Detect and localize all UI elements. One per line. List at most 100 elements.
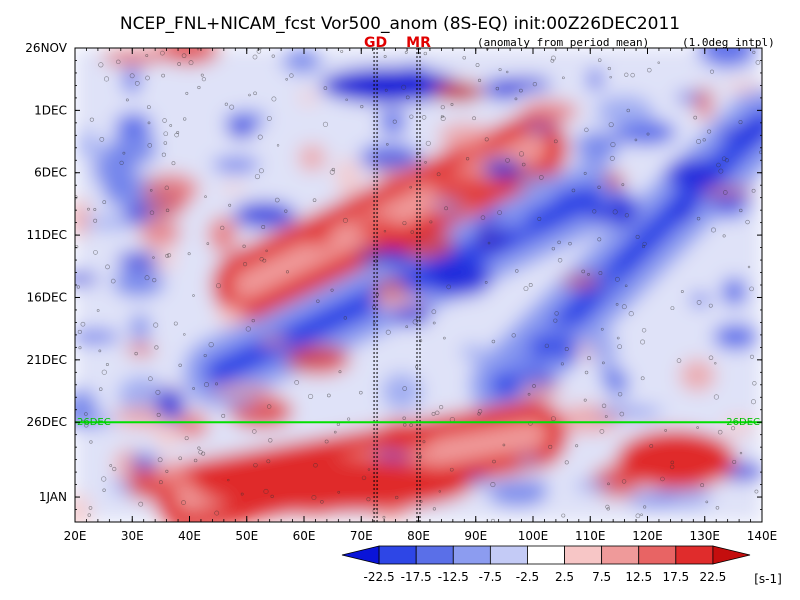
contour-speck xyxy=(718,168,724,174)
reference-lines: GD MR xyxy=(364,35,431,522)
field-patch xyxy=(483,78,525,100)
contour-speck xyxy=(383,229,387,233)
y-tick-label: 1JAN xyxy=(39,490,67,504)
contour-speck xyxy=(227,478,230,482)
field-patch xyxy=(427,260,493,298)
contour-speck xyxy=(153,322,159,328)
contour-speck xyxy=(640,376,645,381)
contour-speck xyxy=(221,413,226,418)
x-tick-label: 20E xyxy=(64,529,87,543)
contour-speck xyxy=(477,412,481,416)
contour-speck xyxy=(271,54,275,58)
contour-speck xyxy=(438,404,444,410)
x-tick-label: 120E xyxy=(632,529,663,543)
contour-speck xyxy=(330,288,334,292)
contour-speck xyxy=(331,167,335,172)
colorbar-tick-label: 2.5 xyxy=(555,570,574,584)
colorbar-swatch xyxy=(341,545,380,565)
field-patch xyxy=(679,359,716,392)
contour-speck xyxy=(425,140,431,146)
field-patch xyxy=(75,141,113,157)
field-patch xyxy=(713,323,759,350)
contour-speck xyxy=(256,49,262,54)
contour-speck xyxy=(759,150,762,155)
field-patch xyxy=(484,216,532,231)
field-patch xyxy=(359,143,422,171)
contour-speck xyxy=(84,412,88,416)
contour-speck xyxy=(224,102,228,106)
contour-speck xyxy=(98,387,103,391)
field-patch xyxy=(616,429,737,490)
field-patch xyxy=(232,201,297,229)
colorbar-swatch xyxy=(638,545,677,565)
contour-speck xyxy=(528,283,533,287)
contour-speck xyxy=(197,85,201,90)
contour-speck xyxy=(184,436,189,441)
contour-speck xyxy=(93,208,97,211)
contour-speck xyxy=(571,188,576,193)
contour-speck xyxy=(308,393,314,399)
contour-speck xyxy=(696,426,699,429)
contour-speck xyxy=(550,58,555,63)
contour-speck xyxy=(702,138,706,142)
contour-speck xyxy=(601,403,607,408)
contour-speck xyxy=(192,294,195,297)
contour-speck xyxy=(624,72,629,77)
contour-speck xyxy=(93,218,98,223)
contour-speck xyxy=(745,219,750,225)
contour-speck xyxy=(263,488,269,495)
contour-speck xyxy=(610,141,616,148)
contour-speck xyxy=(313,463,318,468)
contour-speck xyxy=(109,464,113,467)
contour-speck xyxy=(382,515,386,519)
field-patch xyxy=(604,172,626,189)
contour-speck xyxy=(110,278,116,284)
contour-speck xyxy=(259,257,264,262)
contour-speck xyxy=(696,300,702,305)
contour-speck xyxy=(169,124,173,127)
contour-speck xyxy=(216,283,222,289)
x-tick-label: 70E xyxy=(350,529,373,543)
contour-speck xyxy=(560,362,564,366)
contour-speck xyxy=(284,209,288,213)
contour-speck xyxy=(253,462,258,468)
contour-speck xyxy=(327,393,331,398)
contour-speck xyxy=(532,81,538,87)
field-patch xyxy=(457,201,489,217)
contour-speck xyxy=(561,513,566,518)
field-patch xyxy=(433,81,484,102)
field-patch xyxy=(487,479,547,507)
forecast-start-label: 26DEC xyxy=(77,417,111,428)
field-patch xyxy=(520,382,564,399)
contour-speck xyxy=(553,318,558,323)
contour-speck xyxy=(604,415,608,418)
contour-speck xyxy=(240,492,244,496)
field-patch xyxy=(606,191,639,228)
field-patch xyxy=(486,341,540,376)
contour-speck xyxy=(333,430,337,434)
contour-speck xyxy=(608,122,614,128)
contour-speck xyxy=(491,518,495,522)
field-patch xyxy=(125,344,156,356)
field-patch xyxy=(75,272,100,286)
contour-speck xyxy=(634,138,638,142)
contour-speck xyxy=(401,84,407,90)
field-patch xyxy=(627,493,677,508)
contour-speck xyxy=(347,417,351,421)
field-patch xyxy=(516,172,557,190)
contour-speck xyxy=(102,200,107,204)
contour-speck xyxy=(597,185,601,189)
contour-speck xyxy=(374,259,378,263)
contour-speck xyxy=(122,151,126,155)
colorbar-tick-label: 12.5 xyxy=(625,570,652,584)
contour-speck xyxy=(165,469,169,473)
contour-speck xyxy=(177,62,181,66)
contour-speck xyxy=(436,172,441,177)
contour-speck xyxy=(119,160,124,166)
contour-speck xyxy=(101,369,107,375)
contour-speck xyxy=(607,66,611,71)
field-patch xyxy=(460,344,486,360)
contour-speck xyxy=(421,115,427,120)
contour-speck xyxy=(723,190,728,195)
contour-speck xyxy=(203,353,207,358)
